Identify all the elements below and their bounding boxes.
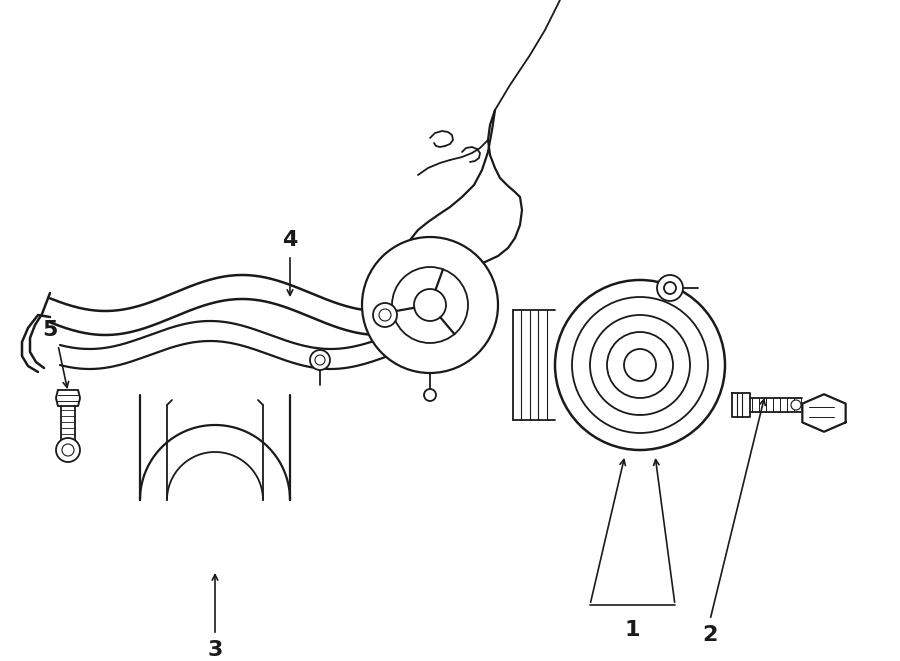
Circle shape [310,350,330,370]
Text: 2: 2 [702,625,717,645]
Circle shape [414,289,446,321]
Text: 1: 1 [625,620,640,640]
Text: 4: 4 [283,230,298,250]
Circle shape [362,237,498,373]
Polygon shape [802,394,846,432]
Circle shape [373,303,397,327]
Circle shape [424,389,436,401]
Text: 3: 3 [207,640,222,660]
Circle shape [555,280,725,450]
Text: 5: 5 [42,320,58,340]
Circle shape [392,267,468,343]
Circle shape [657,275,683,301]
Polygon shape [56,390,80,406]
Circle shape [791,400,801,410]
Circle shape [56,438,80,462]
